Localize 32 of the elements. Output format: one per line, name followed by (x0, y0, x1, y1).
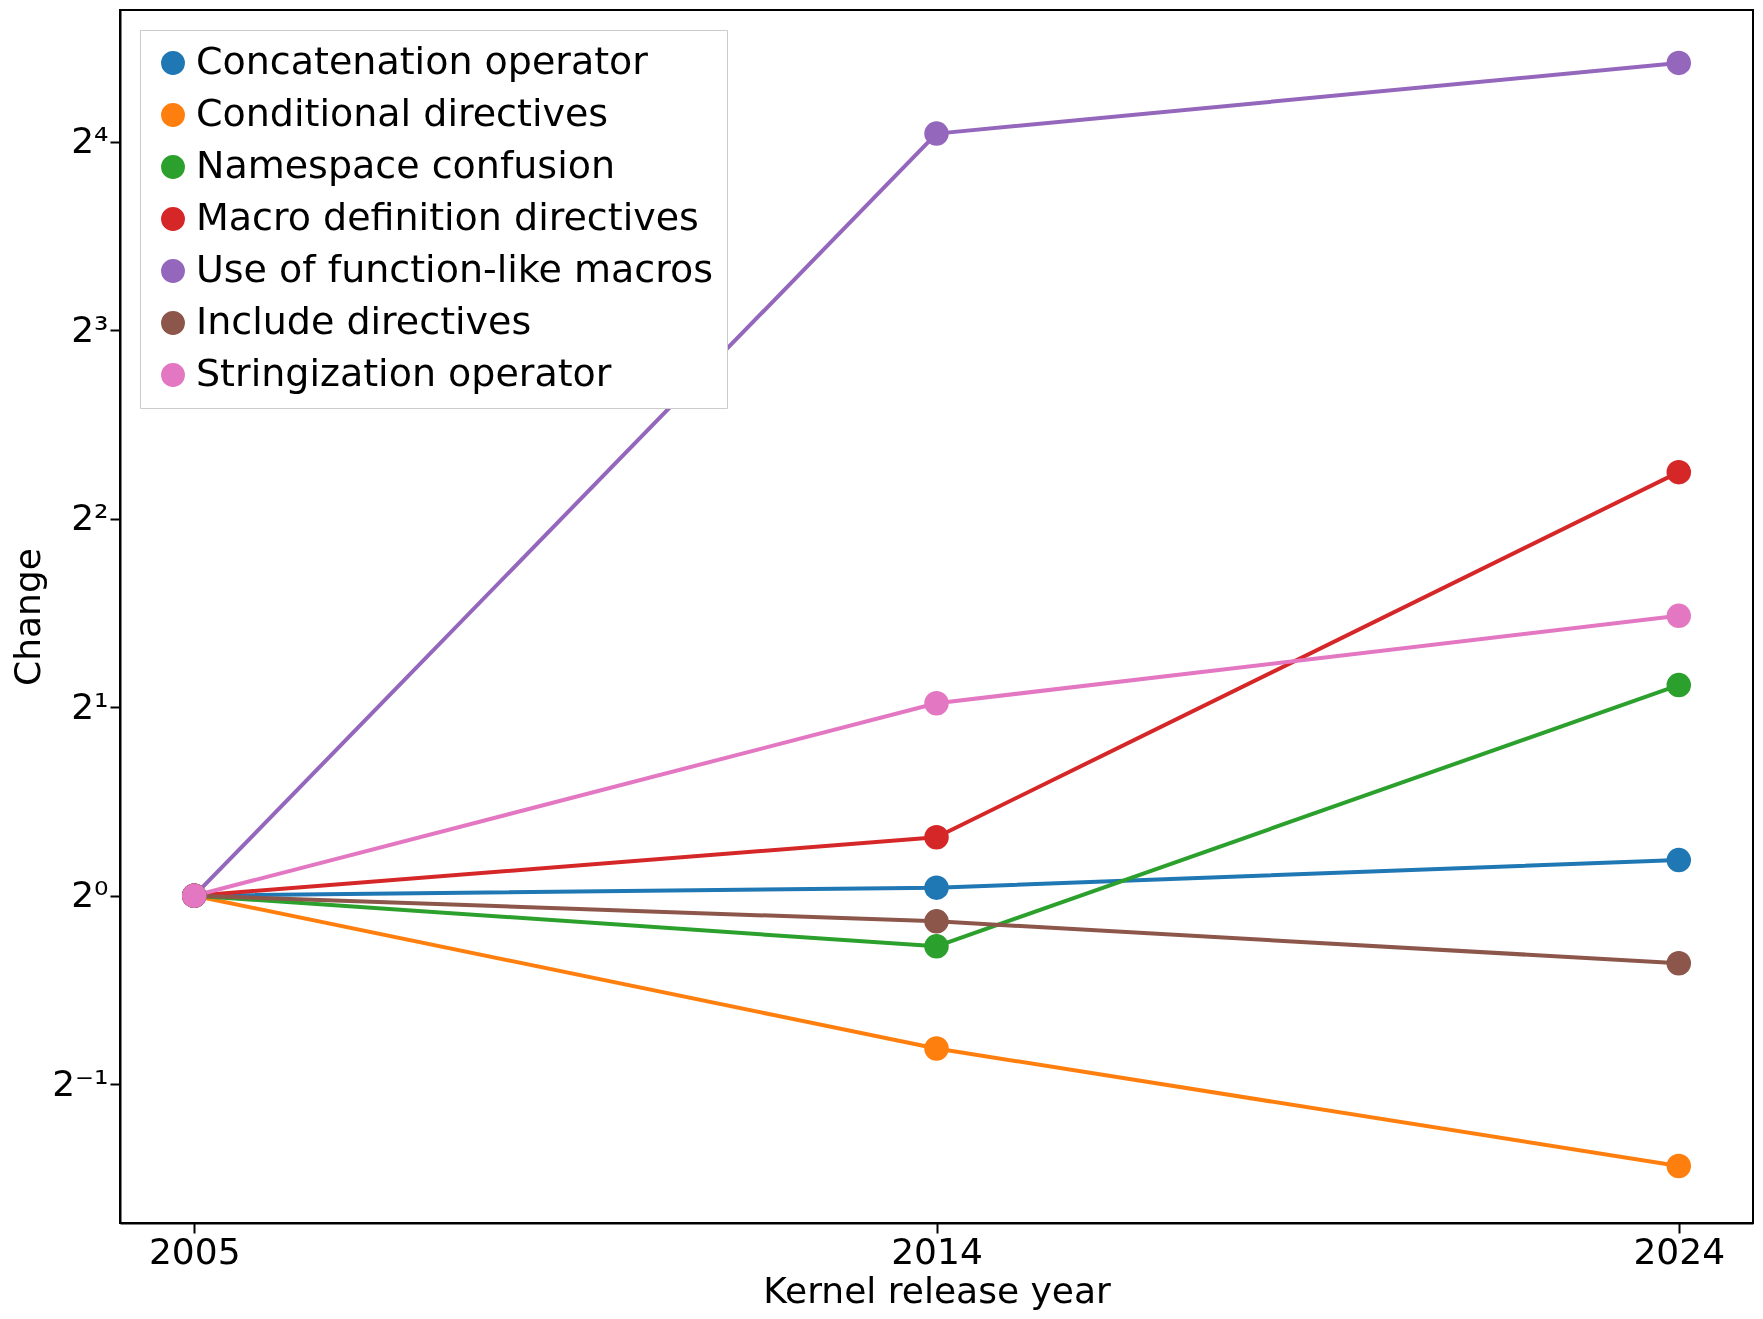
point (1666, 951, 1692, 976)
point (924, 825, 949, 850)
legend-label: Include directives (196, 299, 532, 343)
y-axis-title: Change (7, 548, 49, 686)
y-tick-label: 2² (71, 497, 109, 539)
point (1666, 459, 1692, 485)
point (1666, 1153, 1692, 1179)
x-tick-label: 2005 (148, 1230, 241, 1272)
x-tick-label: 2014 (891, 1230, 983, 1272)
point (1666, 847, 1692, 873)
legend-label: Conditional directives (196, 91, 609, 135)
y-tick-label: 2⁰ (71, 874, 109, 916)
legend-label: Namespace confusion (196, 143, 616, 187)
point (924, 875, 949, 900)
point (924, 934, 949, 959)
legend-label: Use of function-like macros (196, 247, 713, 291)
x-axis-title: Kernel release year (763, 1269, 1111, 1311)
legend-label: Macro definition directives (196, 195, 699, 239)
y-tick-label: 2³ (71, 308, 109, 350)
point (924, 909, 949, 934)
point (924, 1036, 949, 1061)
point (1666, 603, 1692, 629)
point (1666, 672, 1692, 698)
legend-label: Concatenation operator (196, 39, 649, 83)
y-tick-label: 2⁴ (71, 120, 109, 162)
point (924, 691, 949, 716)
point (924, 121, 949, 146)
x-tick-label: 2024 (1633, 1230, 1726, 1272)
y-tick-label: 2¹ (71, 685, 109, 727)
legend-label: Stringization operator (196, 351, 612, 395)
y-tick-label: 2⁻¹ (52, 1062, 109, 1104)
point (1666, 50, 1692, 76)
